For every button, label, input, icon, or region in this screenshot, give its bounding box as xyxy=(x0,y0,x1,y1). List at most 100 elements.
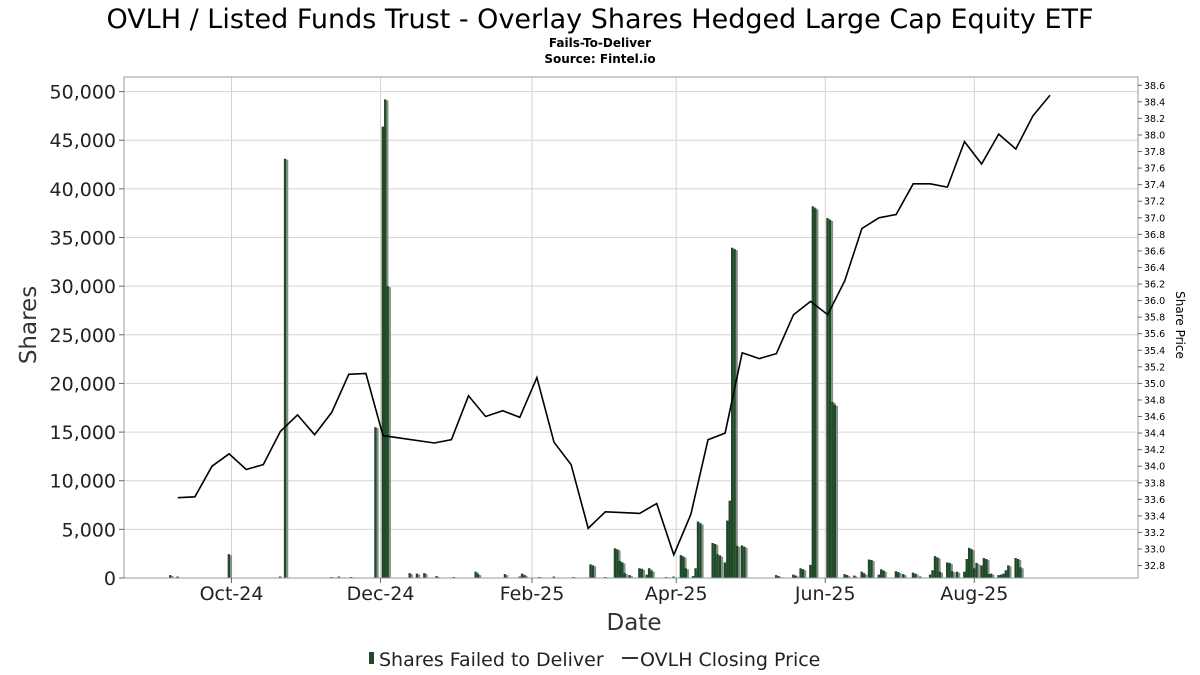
bar xyxy=(794,575,797,578)
legend-label-price: OVLH Closing Price xyxy=(640,649,820,671)
bar xyxy=(936,557,939,578)
bar xyxy=(919,576,922,578)
bar xyxy=(811,206,815,578)
bar xyxy=(278,576,282,578)
y-tick-label: 50,000 xyxy=(50,82,116,104)
bar xyxy=(845,575,849,578)
bar xyxy=(989,573,993,578)
bar xyxy=(914,573,917,578)
bar xyxy=(691,576,695,578)
bar xyxy=(970,549,973,578)
bar xyxy=(672,576,675,578)
bar xyxy=(423,573,426,578)
bar xyxy=(880,569,883,578)
price-line xyxy=(177,94,1051,558)
bar-shadow xyxy=(938,558,941,578)
bar-shadow xyxy=(686,569,689,578)
bar xyxy=(640,568,643,578)
bar xyxy=(374,427,377,578)
bar xyxy=(743,546,746,578)
bar xyxy=(877,574,881,578)
x-tick-label: Aug-25 xyxy=(940,583,1008,605)
bar-shadow xyxy=(953,572,956,578)
bar-shadow xyxy=(684,557,687,578)
bar xyxy=(474,571,477,578)
bar xyxy=(955,571,959,578)
bar xyxy=(503,574,507,578)
bar-shadow xyxy=(796,576,799,578)
bar xyxy=(728,500,731,578)
bar xyxy=(415,573,419,578)
bar xyxy=(826,218,829,578)
bar-shadow xyxy=(479,575,482,578)
y-tick-label: 0 xyxy=(104,568,116,590)
y2-tick-label: 38.2 xyxy=(1144,114,1165,125)
bar-shadow xyxy=(836,405,839,578)
bar xyxy=(520,573,524,578)
bar-shadow xyxy=(623,563,626,578)
bar xyxy=(716,554,719,578)
bar-shadow xyxy=(171,576,174,578)
chart-title: OVLH / Listed Funds Trust - Overlay Shar… xyxy=(106,4,1093,35)
bar xyxy=(931,570,934,578)
bar xyxy=(694,568,697,578)
bar xyxy=(682,556,685,578)
bar-shadow xyxy=(594,566,597,578)
y2-tick-label: 38.6 xyxy=(1144,81,1165,92)
bar xyxy=(337,576,341,578)
y-tick-label: 20,000 xyxy=(50,373,116,395)
bar-shadow xyxy=(804,570,807,578)
bar xyxy=(894,571,898,578)
bar xyxy=(718,555,722,578)
y2-tick-label: 34.4 xyxy=(1144,429,1165,440)
bar xyxy=(985,559,988,578)
bar xyxy=(696,521,700,578)
y2-tick-label: 33.0 xyxy=(1144,545,1165,556)
bar-shadow xyxy=(642,569,645,578)
bar xyxy=(792,574,795,578)
y2-tick-label: 33.6 xyxy=(1144,495,1165,506)
bar xyxy=(381,126,384,579)
bar xyxy=(980,565,983,578)
bar xyxy=(618,560,622,578)
legend: Shares Failed to Deliver OVLH Closing Pr… xyxy=(369,649,820,671)
y2-tick-label: 36.0 xyxy=(1144,296,1165,307)
bar xyxy=(801,569,805,578)
bar xyxy=(699,523,702,578)
y2-tick-label: 34.2 xyxy=(1144,445,1165,456)
bar xyxy=(628,575,631,578)
bar xyxy=(1014,558,1017,578)
bar-shadow xyxy=(899,573,902,578)
bar-shadow xyxy=(972,550,975,578)
bar-shadow xyxy=(745,547,748,578)
bar xyxy=(679,555,683,578)
bar-shadow xyxy=(916,574,919,578)
bar-shadow xyxy=(992,574,995,578)
bar xyxy=(740,545,744,578)
y2-tick-label: 36.4 xyxy=(1144,263,1165,274)
bar-shadow xyxy=(831,221,834,578)
y-tick-label: 30,000 xyxy=(50,276,116,298)
y2-tick-label: 33.8 xyxy=(1144,478,1165,489)
bar xyxy=(518,576,521,578)
bar xyxy=(968,547,971,578)
bar-shadow xyxy=(884,571,887,578)
y-tick-label: 15,000 xyxy=(50,422,116,444)
bar xyxy=(589,564,592,578)
y-tick-label: 40,000 xyxy=(50,179,116,201)
fails-bars xyxy=(169,99,1024,579)
bar-shadow xyxy=(630,576,633,578)
bar xyxy=(169,575,172,578)
bar xyxy=(684,568,687,578)
bar-shadow xyxy=(388,287,391,578)
plot-frame xyxy=(123,76,1139,579)
x-tick-label: Feb-25 xyxy=(500,583,565,605)
bar-shadow xyxy=(1009,566,1012,578)
bar xyxy=(777,576,780,578)
bar xyxy=(882,570,885,578)
bar-shadow xyxy=(410,574,413,578)
y2-tick-label: 33.4 xyxy=(1144,511,1165,522)
y-tick-label: 35,000 xyxy=(50,228,116,250)
bar xyxy=(972,568,976,578)
